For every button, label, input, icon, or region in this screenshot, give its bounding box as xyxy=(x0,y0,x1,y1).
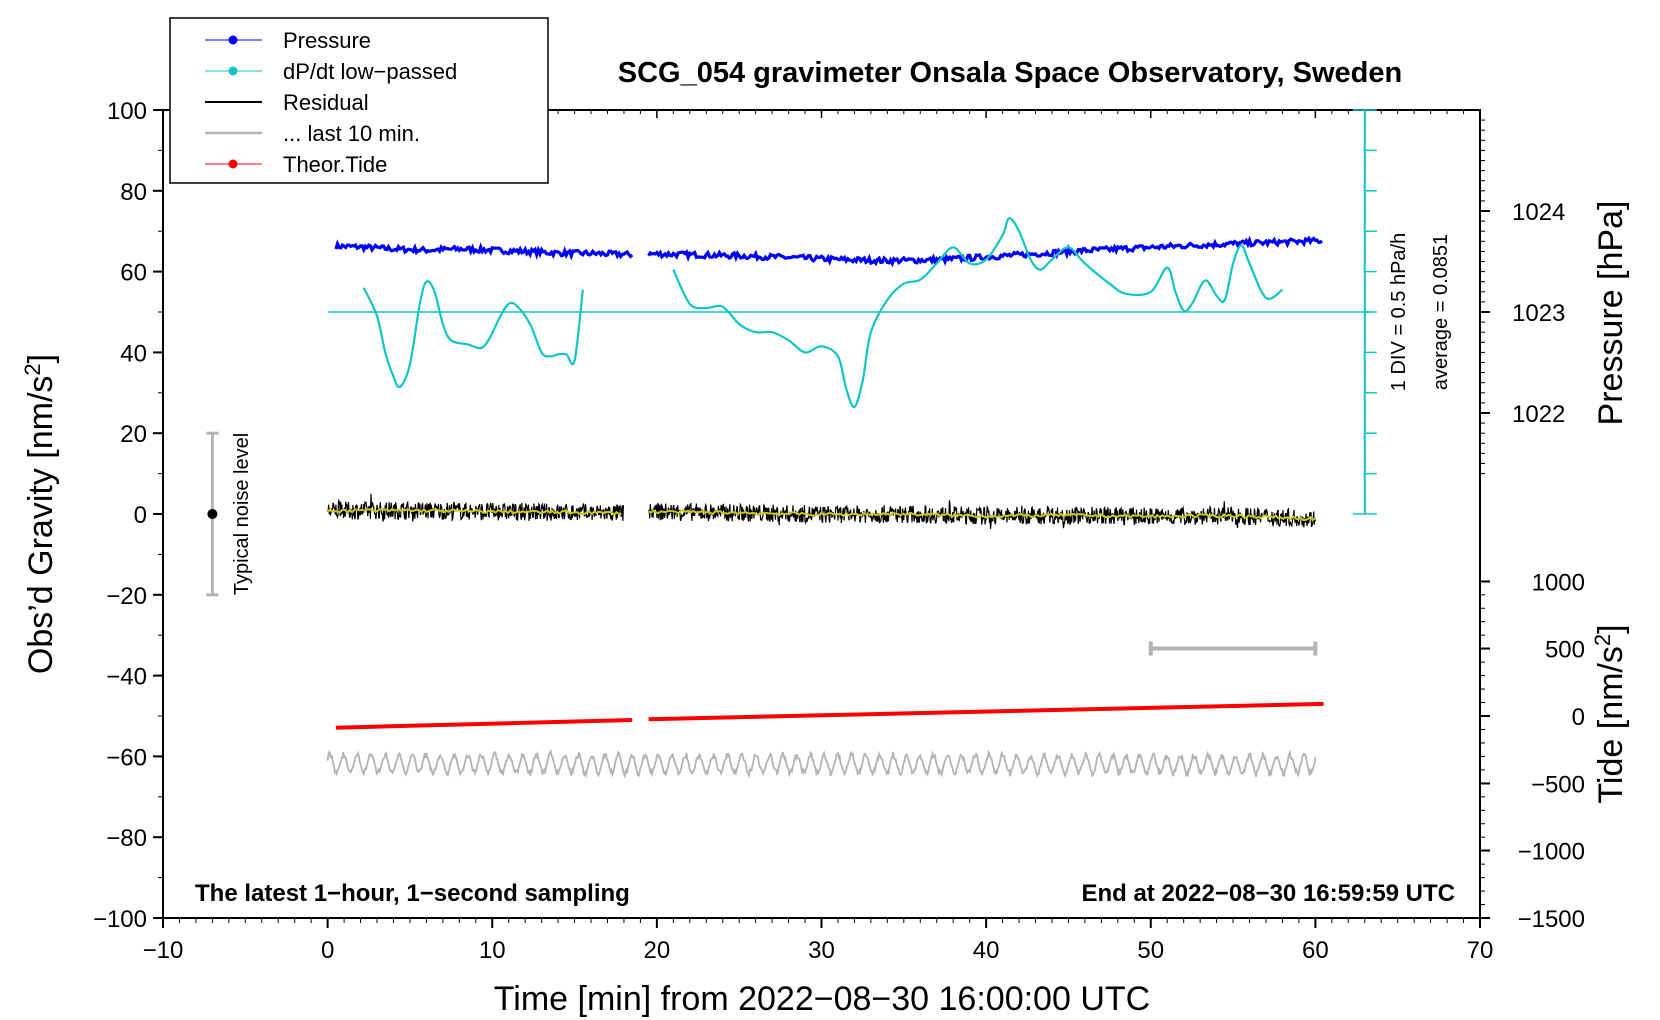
series-residual-line-1 xyxy=(648,500,1316,529)
chart-title: SCG_054 gravimeter Onsala Space Observat… xyxy=(618,57,1402,89)
annotation-end-time: End at 2022−08−30 16:59:59 UTC xyxy=(1081,880,1455,907)
y-tick-label: 60 xyxy=(120,260,147,287)
y-tick-label: 40 xyxy=(120,340,147,367)
y-tick-label: 0 xyxy=(134,502,147,529)
scale-bar-average-label: average = 0.0851 xyxy=(1430,234,1452,390)
series-dp-dt-low-passed-line-1 xyxy=(672,217,1284,409)
series-theor-tide-line-1 xyxy=(648,701,1324,722)
y-axis-title-pressure: Pressure [hPa] xyxy=(1592,201,1630,426)
legend-label-0: Pressure xyxy=(283,28,371,53)
tide-tick-label: 500 xyxy=(1545,637,1585,664)
series-residual-smoothed-line-1 xyxy=(648,509,1317,522)
tide-tick-label: 1000 xyxy=(1532,569,1585,596)
series-layer xyxy=(326,217,1324,779)
noise-level-label: Typical noise level xyxy=(231,433,253,595)
series-dp-dt-low-passed-line-0 xyxy=(362,280,584,389)
tide-tick-label: −1000 xyxy=(1518,839,1585,866)
x-tick-label: 40 xyxy=(973,937,1000,964)
legend-marker-1 xyxy=(228,66,238,76)
x-tick-label: 50 xyxy=(1137,937,1164,964)
y-axis-title-gravity-text: Obs’d Gravity [nm/s xyxy=(22,376,60,675)
legend: Pressure dP/dt low−passed Residual ... last… xyxy=(169,17,549,184)
tide-tick-label: −1500 xyxy=(1518,906,1585,933)
series-residual-smoothed-line-0 xyxy=(326,507,622,516)
y-tick-label: 80 xyxy=(120,179,147,206)
y-tick-label: −40 xyxy=(106,664,147,691)
y-axis-title-gravity-end: ] xyxy=(22,354,60,363)
extras-layer xyxy=(206,109,1377,656)
legend-label-4: Theor.Tide xyxy=(283,152,387,177)
scale-bar-division-label: 1 DIV = 0.5 hPa/h xyxy=(1388,233,1410,391)
x-tick-label: 60 xyxy=(1302,937,1329,964)
x-tick-label: 0 xyxy=(321,937,334,964)
y-axis-title-gravity-sup: 2 xyxy=(20,363,45,375)
y-tick-label: −20 xyxy=(106,583,147,610)
legend-label-3: ... last 10 min. xyxy=(283,121,420,146)
x-tick-label: 10 xyxy=(479,937,506,964)
y-tick-label: 100 xyxy=(107,98,147,125)
legend-marker-4 xyxy=(228,159,238,169)
y-axis-title-tide-sup: 2 xyxy=(1590,634,1615,646)
y-axis-title-tide-text: Tide [nm/s xyxy=(1592,646,1630,803)
x-tick-label: 70 xyxy=(1467,937,1494,964)
tide-tick-label: 0 xyxy=(1572,704,1585,731)
series-pressure-line-0 xyxy=(334,239,634,261)
x-tick-label: −10 xyxy=(143,937,184,964)
y-axis-title-gravity: Obs’d Gravity [nm/s2] xyxy=(20,354,60,674)
y-axis-title-tide: Tide [nm/s2] xyxy=(1590,624,1630,803)
x-axis-title: Time [min] from 2022−08−30 16:00:00 UTC xyxy=(494,980,1150,1018)
series-last-10-min-line-0 xyxy=(326,749,1317,779)
x-tick-label: 30 xyxy=(808,937,835,964)
pressure-tick-label: 1022 xyxy=(1512,401,1565,428)
x-tick-label: 20 xyxy=(644,937,671,964)
noise-bar-center-dot xyxy=(207,509,218,519)
tick-layer: −10 0 10 20 30 40 50 60 70−100−80−60−40−20020406… xyxy=(93,98,1585,964)
legend-box xyxy=(169,17,549,184)
pressure-tick-label: 1024 xyxy=(1512,199,1565,226)
legend-items: Pressure dP/dt low−passed Residual ... last… xyxy=(205,28,457,177)
tide-tick-label: −500 xyxy=(1531,771,1585,798)
annotation-sampling: The latest 1−hour, 1−second sampling xyxy=(195,880,630,907)
y-axis-title-tide-end: ] xyxy=(1592,624,1630,633)
series-theor-tide-line-0 xyxy=(335,718,633,730)
y-tick-label: −80 xyxy=(106,825,147,852)
legend-marker-0 xyxy=(228,35,238,45)
y-tick-label: 20 xyxy=(120,421,147,448)
y-tick-label: −60 xyxy=(106,744,147,771)
legend-label-1: dP/dt low−passed xyxy=(283,59,457,84)
pressure-tick-label: 1023 xyxy=(1512,300,1565,327)
series-residual-line-0 xyxy=(327,493,624,523)
series-pressure-line-1 xyxy=(647,235,1323,268)
y-tick-label: −100 xyxy=(93,906,147,933)
legend-label-2: Residual xyxy=(283,90,369,115)
